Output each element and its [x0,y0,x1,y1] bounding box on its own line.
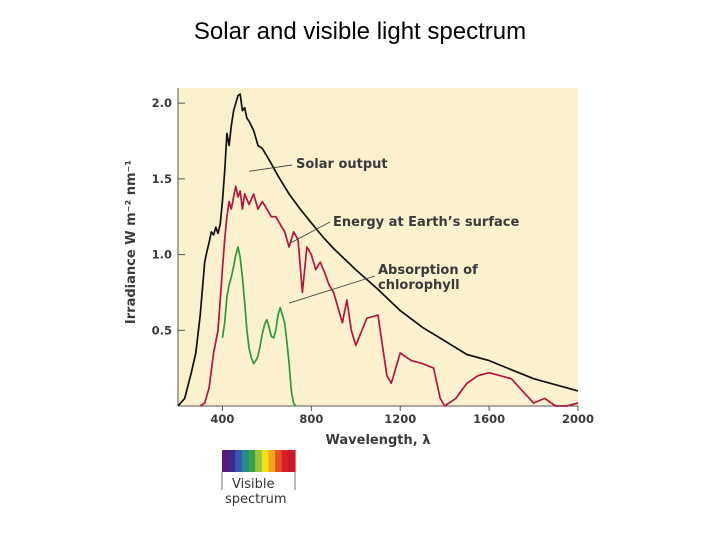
series-line-solar-output [177,93,579,407]
visible-spectrum-band-3 [241,450,250,472]
series-line-absorption-of-chlorophyll [221,246,297,407]
visible-spectrum-band-6 [261,450,270,472]
annotation-label-energy-at-earth-s-surface-0: Energy at Earth’s surface [333,215,519,230]
x-tick-label-1200: 1200 [384,412,416,426]
visible-spectrum-band-2 [235,450,243,472]
plot-area [178,88,578,406]
annotation-leader-absorption-of-chlorophyll [288,275,376,304]
annotation-leader-solar-output [249,164,293,172]
visible-spectrum-label-line2: spectrum [225,492,287,507]
visible-spectrum-band-1 [228,450,236,472]
x-tick-label-800: 800 [299,412,323,426]
annotation-label-absorption-of-chlorophyll-1: chlorophyll [378,278,460,293]
visible-spectrum-band-9 [281,450,289,472]
visible-spectrum-band-5 [255,450,263,472]
visible-spectrum-bar [221,450,296,490]
visible-spectrum-band-8 [275,450,283,472]
x-tick-label-400: 400 [210,412,234,426]
x-axis-label: Wavelength, λ [326,433,431,448]
annotations: Solar output Energy at Earth’s surface Abs… [249,157,519,304]
visible-spectrum-label-line1: Visible [232,477,274,492]
series-line-energy-at-earth-s-surface [199,185,579,407]
visible-spectrum-band-4 [248,450,256,472]
visible-spectrum-band-0 [222,450,230,472]
series-group [177,93,579,407]
x-tick-label-2000: 2000 [562,412,594,426]
axes [177,88,578,407]
y-tick-label-2: 2.0 [152,96,172,110]
annotation-label-absorption-of-chlorophyll-0: Absorption of [378,263,478,278]
y-tick-label-1.5: 1.5 [152,172,172,186]
y-tick-label-1: 1.0 [152,248,172,262]
annotation-leader-energy-at-earth-s-surface [291,221,331,243]
visible-spectrum-band-7 [268,450,276,472]
x-tick-label-1600: 1600 [473,412,505,426]
y-tick-label-0.5: 0.5 [152,323,172,337]
page-title: Solar and visible light spectrum [193,18,527,45]
ticks: 400 800 1200 1600 2000 0.5 1.0 1.5 2.0 [152,96,594,426]
annotation-label-solar-output-0: Solar output [296,157,388,172]
visible-spectrum-band-10 [288,450,296,472]
y-axis-label: Irradiance W m⁻² nm⁻¹ [124,160,139,324]
